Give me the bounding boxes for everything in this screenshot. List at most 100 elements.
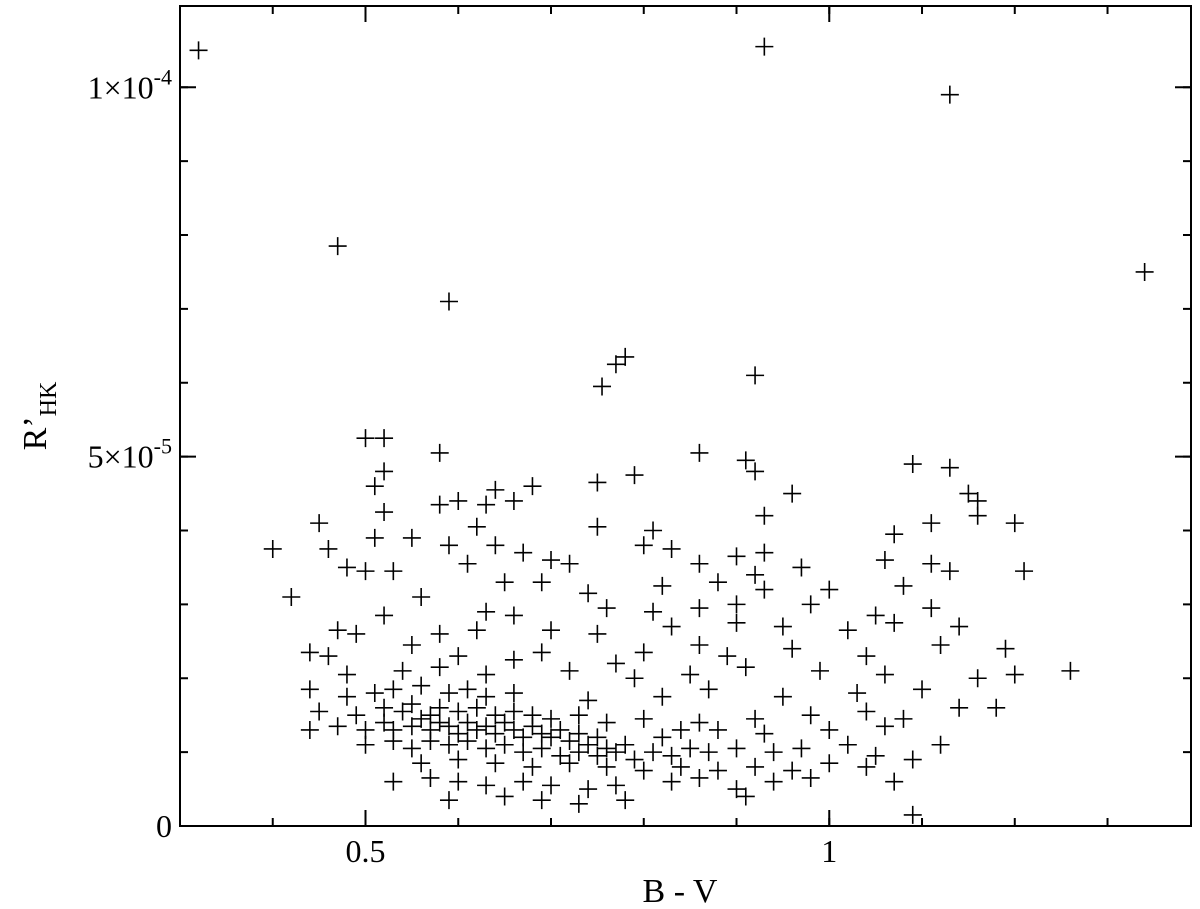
data-point bbox=[1005, 665, 1024, 684]
data-point bbox=[375, 462, 394, 481]
data-point bbox=[504, 606, 523, 625]
data-point bbox=[940, 562, 959, 581]
data-point bbox=[644, 743, 663, 762]
data-point bbox=[736, 658, 755, 677]
data-point bbox=[903, 455, 922, 474]
data-point bbox=[708, 573, 727, 592]
data-point bbox=[458, 732, 477, 751]
data-point bbox=[532, 573, 551, 592]
data-point bbox=[337, 558, 356, 577]
data-point bbox=[356, 562, 375, 581]
data-point bbox=[337, 665, 356, 684]
data-point bbox=[384, 732, 403, 751]
data-point bbox=[263, 539, 282, 558]
data-point bbox=[727, 613, 746, 632]
data-point bbox=[477, 687, 496, 706]
data-point bbox=[486, 480, 505, 499]
data-point bbox=[495, 573, 514, 592]
data-point bbox=[356, 429, 375, 448]
data-point bbox=[421, 768, 440, 787]
data-point bbox=[773, 617, 792, 636]
data-point bbox=[940, 85, 959, 104]
data-point bbox=[504, 684, 523, 703]
data-point bbox=[820, 754, 839, 773]
data-point bbox=[449, 772, 468, 791]
data-point bbox=[504, 702, 523, 721]
data-point bbox=[597, 599, 616, 618]
data-point bbox=[606, 654, 625, 673]
data-point bbox=[746, 757, 765, 776]
data-point bbox=[755, 724, 774, 743]
data-point bbox=[421, 732, 440, 751]
data-point bbox=[467, 698, 486, 717]
data-point bbox=[412, 709, 431, 728]
data-point bbox=[551, 746, 570, 765]
data-point bbox=[542, 621, 561, 640]
data-point bbox=[319, 647, 338, 666]
data-point bbox=[820, 580, 839, 599]
x-axis-title: B - V bbox=[643, 873, 718, 909]
data-point bbox=[430, 713, 449, 732]
data-point bbox=[588, 728, 607, 747]
data-point bbox=[449, 724, 468, 743]
data-point bbox=[495, 713, 514, 732]
data-point bbox=[365, 528, 384, 547]
data-point bbox=[542, 776, 561, 795]
data-point bbox=[625, 750, 644, 769]
data-point bbox=[634, 709, 653, 728]
data-point bbox=[1015, 562, 1034, 581]
data-point bbox=[402, 739, 421, 758]
data-point bbox=[736, 787, 755, 806]
data-point bbox=[950, 698, 969, 717]
data-point bbox=[486, 754, 505, 773]
data-point bbox=[903, 805, 922, 824]
data-point bbox=[913, 680, 932, 699]
data-point bbox=[606, 355, 625, 374]
data-point bbox=[634, 643, 653, 662]
data-point bbox=[634, 761, 653, 780]
data-point bbox=[569, 794, 588, 813]
data-point bbox=[375, 429, 394, 448]
data-point bbox=[606, 776, 625, 795]
data-point bbox=[523, 757, 542, 776]
data-point bbox=[347, 706, 366, 725]
data-point bbox=[597, 757, 616, 776]
data-point bbox=[838, 735, 857, 754]
data-point bbox=[189, 41, 208, 60]
data-point bbox=[987, 698, 1006, 717]
data-point bbox=[690, 443, 709, 462]
data-point bbox=[894, 709, 913, 728]
data-point bbox=[384, 680, 403, 699]
data-point bbox=[644, 602, 663, 621]
data-point bbox=[439, 536, 458, 555]
data-point bbox=[542, 728, 561, 747]
data-point bbox=[931, 735, 950, 754]
data-point bbox=[690, 768, 709, 787]
data-point bbox=[477, 495, 496, 514]
data-point bbox=[495, 735, 514, 754]
data-point bbox=[439, 791, 458, 810]
data-point bbox=[727, 739, 746, 758]
axis-ticks bbox=[180, 6, 1191, 827]
data-point bbox=[449, 702, 468, 721]
data-point bbox=[671, 720, 690, 739]
data-point bbox=[560, 754, 579, 773]
data-point bbox=[810, 661, 829, 680]
data-point bbox=[746, 366, 765, 385]
data-point bbox=[412, 676, 431, 695]
data-point bbox=[922, 514, 941, 533]
data-point bbox=[727, 547, 746, 566]
data-point bbox=[347, 624, 366, 643]
data-point bbox=[458, 554, 477, 573]
data-point bbox=[486, 724, 505, 743]
data-point bbox=[569, 724, 588, 743]
data-point bbox=[690, 636, 709, 655]
data-point bbox=[439, 292, 458, 311]
data-point bbox=[792, 739, 811, 758]
y-tick-label: 5×10-5 bbox=[88, 434, 172, 475]
data-point bbox=[857, 702, 876, 721]
data-point bbox=[486, 536, 505, 555]
data-point bbox=[579, 691, 598, 710]
data-point bbox=[875, 665, 894, 684]
data-point bbox=[467, 720, 486, 739]
